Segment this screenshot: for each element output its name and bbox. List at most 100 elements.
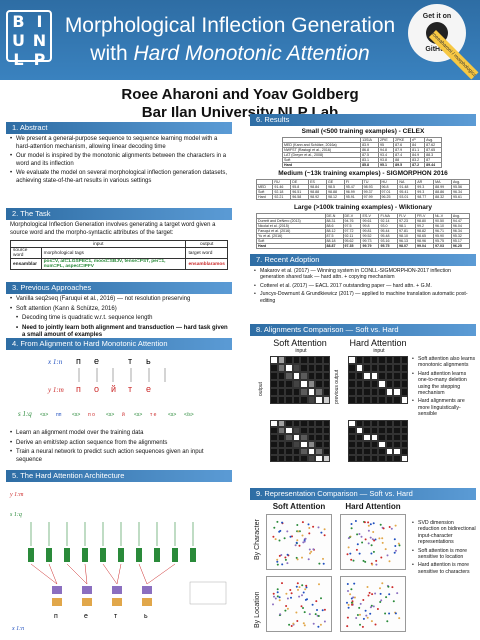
results-cell: 95.75 [378, 243, 399, 249]
results-cell: 95.91 [343, 194, 363, 200]
biu-nlp-logo: B I U N L P [6, 10, 52, 69]
adoption-body: Makarov et al. (2017) — Winning system i… [254, 268, 474, 306]
sigmorphon-title: Medium (~13k training examples) - SIGMOR… [278, 170, 448, 177]
results-cell: 89.5 [393, 162, 412, 168]
alignment-cell [385, 372, 393, 380]
embedding-point [286, 553, 289, 556]
alignment-cell [270, 455, 278, 462]
alignment-cell [363, 455, 371, 462]
action-sequence: <s> пп <s> п о <s> й <s> т е <s> </s> [40, 411, 194, 418]
attention-links [30, 563, 176, 585]
embedding-point [289, 535, 292, 538]
alignment-links [78, 368, 166, 382]
alignment-cell [277, 372, 285, 380]
alignment-cell [300, 427, 308, 434]
hard-input-label: input [373, 348, 385, 354]
embedding-point [317, 615, 320, 617]
embedding-point [284, 556, 287, 559]
alignment-cell [322, 364, 330, 372]
embedding-point [386, 554, 389, 557]
embedding-point [370, 620, 373, 623]
embedding-point [372, 531, 375, 533]
alignment-cell [270, 388, 278, 396]
alignment-bullet: Learn an alignment model over the traini… [10, 430, 230, 438]
alignment-cell [355, 356, 363, 364]
adoption-bullet: Makarov et al. (2017) — Winning system i… [254, 268, 474, 281]
embedding-point [372, 522, 375, 525]
embedding-point [364, 609, 367, 612]
title-emphasis: Hard Monotonic Attention [133, 42, 370, 65]
embedding-point [346, 625, 349, 628]
embedding-point [368, 591, 371, 594]
embedding-point [380, 556, 383, 559]
previous-bullet: Soft attention (Kann & Schütze, 2016) [10, 306, 230, 314]
embedding-point [301, 594, 303, 597]
arch-input-char: п [54, 613, 58, 620]
results-cell: 93.01 [397, 194, 417, 200]
alignment-cell [393, 356, 401, 364]
sigmorphon-table: RU DE ES GE FI TU HU NA AR MA Avg. MED 91.46 95.8 98.8… [255, 179, 471, 200]
poster-title-line1: Morphological Inflection Generation [64, 14, 396, 37]
embedding-point [278, 539, 281, 542]
embedding-point [323, 608, 326, 611]
alignments-notes: Soft attention also learns monotonic ali… [412, 356, 476, 420]
results-cell: 95.1 [377, 162, 395, 168]
alignment-cell [322, 388, 330, 396]
alignment-cell [378, 380, 386, 388]
alignment-cell [292, 434, 300, 441]
rep-row-character: By Character [254, 519, 261, 560]
embedding-point [308, 613, 311, 616]
embedding-point [385, 596, 388, 599]
alignment-cell [292, 396, 300, 404]
alignment-cell [322, 448, 330, 455]
embedding-point [285, 605, 288, 607]
alignment-cell [355, 441, 363, 448]
alignment-cell [315, 420, 323, 427]
alignment-cell [285, 455, 293, 462]
embedding-point [394, 545, 397, 547]
alignment-cell [307, 380, 315, 388]
embedding-point [349, 552, 352, 555]
embedding-point [361, 625, 364, 628]
alignment-cell [348, 364, 356, 372]
results-row: Hard 88.87 97.35 99.79 95.75 98.07 99.04 97.03 9… [256, 243, 471, 249]
seq-x-char: п [76, 356, 81, 366]
results-row: MED 91.46 95.8 98.84 98.5 95.47 98.93 96.8 91.48… [255, 184, 471, 190]
abstract-body: We present a general-purpose sequence to… [10, 136, 230, 188]
task-table: input output source word morphological t… [9, 240, 228, 270]
alignment-cell [300, 388, 308, 396]
embedding-point [359, 602, 362, 605]
alignment-cell [307, 388, 315, 396]
embedding-point [272, 535, 275, 538]
rep-soft-label: Soft Attention [272, 502, 326, 511]
embedding-point [285, 592, 288, 595]
embedding-point [363, 521, 366, 524]
soft-by-character-plot [266, 514, 332, 570]
alignment-cell [393, 455, 401, 462]
alignment-cell [292, 356, 300, 364]
embedding-point [396, 592, 399, 595]
embedding-point [284, 558, 287, 561]
alignment-cell [363, 380, 371, 388]
rep-row-location: By Location [254, 591, 261, 628]
alignment-cell [355, 448, 363, 455]
embedding-point [398, 617, 401, 620]
embedding-point [292, 622, 295, 625]
embedding-point [350, 597, 353, 600]
results-cell: 87.2 [410, 162, 426, 168]
alignment-cell [322, 396, 330, 404]
alignment-cell [400, 441, 408, 448]
seq-y-char: е [146, 384, 151, 394]
representation-bullet: Soft attention is more sensitive to loca… [412, 548, 476, 561]
results-cell: 96.58 [290, 194, 310, 200]
alignment-cell [400, 448, 408, 455]
alignment-cell [292, 364, 300, 372]
alignment-cell [348, 420, 356, 427]
embedding-point [318, 562, 321, 565]
section-header-representation: 9. Representation Comparison — Soft vs. … [250, 488, 476, 500]
task-cell: morphological tags [40, 247, 187, 259]
alignment-cell [385, 396, 393, 404]
alignment-cell [393, 388, 401, 396]
embedding-point [367, 529, 370, 532]
embedding-point [308, 532, 311, 535]
